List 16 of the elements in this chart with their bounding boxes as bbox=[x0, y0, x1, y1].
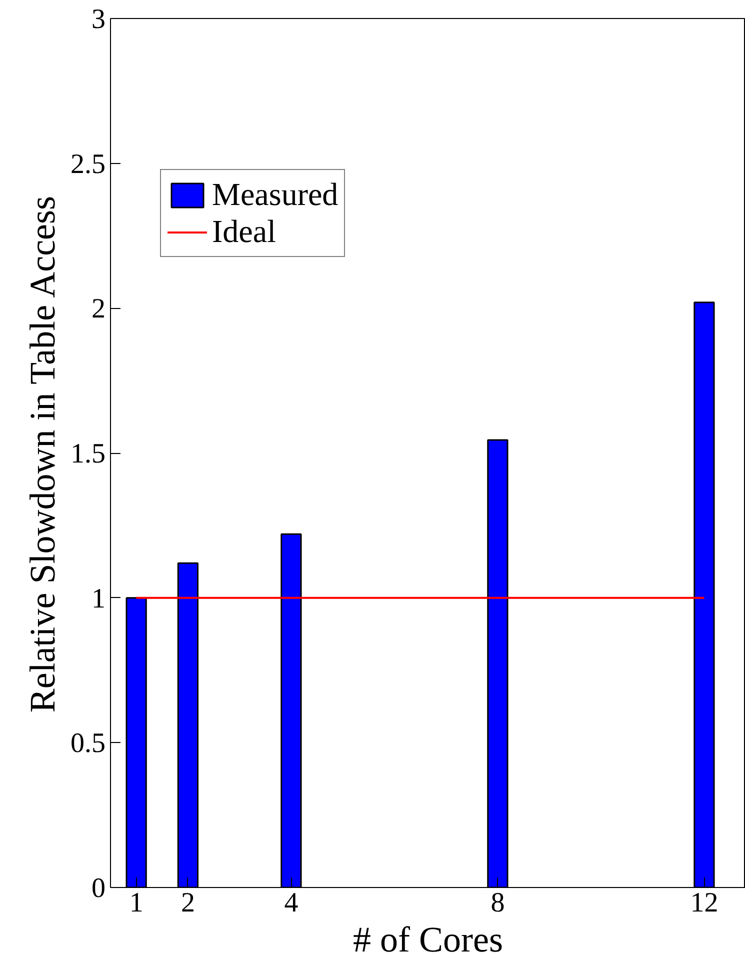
x-tick-label: 8 bbox=[490, 888, 505, 918]
x-tick-label: 1 bbox=[129, 888, 144, 918]
y-tick-label: 3 bbox=[92, 4, 106, 35]
y-tick-label: 2 bbox=[92, 294, 106, 325]
y-tick-label: 0.5 bbox=[70, 728, 106, 760]
x-tick-label: 12 bbox=[690, 888, 718, 918]
y-tick-label: 1 bbox=[92, 583, 106, 614]
y-tick-label: 2.5 bbox=[70, 148, 106, 180]
y-tick-label: 0 bbox=[92, 873, 106, 904]
x-axis-title: # of Cores bbox=[353, 920, 503, 960]
y-tick-label: 1.5 bbox=[70, 438, 106, 470]
y-axis-title: Relative Slowdown in Table Access bbox=[22, 196, 62, 713]
legend-label: Ideal bbox=[212, 213, 276, 250]
x-tick-label: 4 bbox=[284, 888, 298, 918]
legend-label: Measured bbox=[212, 176, 338, 213]
x-tick-label: 2 bbox=[180, 888, 195, 918]
